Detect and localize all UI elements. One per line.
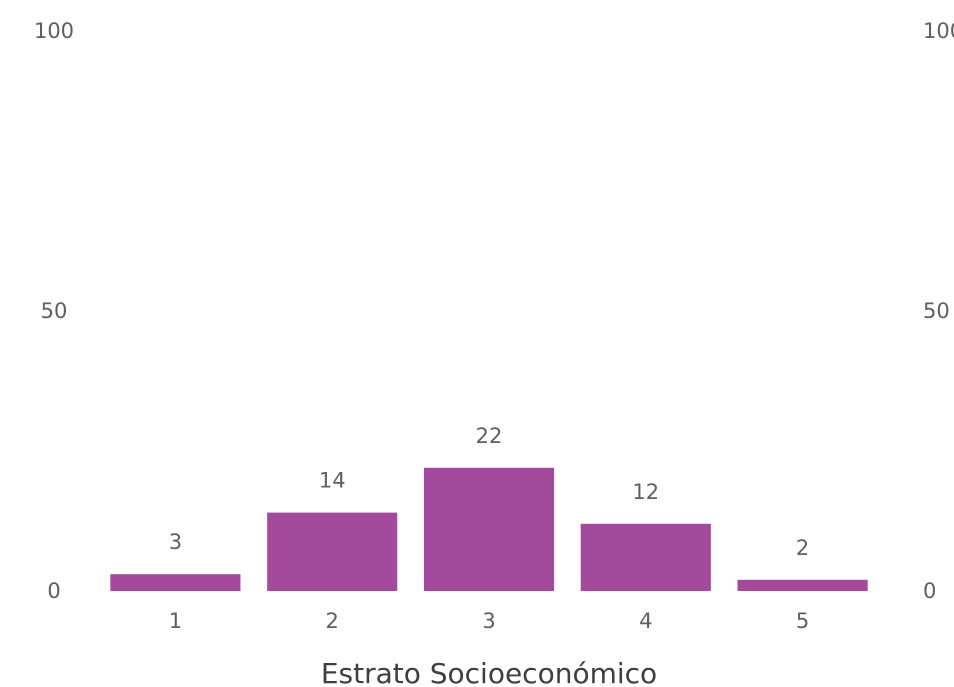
data-label-2: 14 (319, 469, 346, 493)
data-labels-group: 3 14 22 12 2 (169, 424, 810, 560)
bar-1[interactable] (110, 574, 241, 591)
y-tick-label-left: 100 (34, 19, 74, 43)
data-label-5: 2 (796, 536, 809, 560)
bar-2[interactable] (267, 512, 398, 591)
y-tick-label-left: 0 (47, 579, 60, 603)
data-label-4: 12 (632, 480, 659, 504)
y-tick-label-right: 100 (923, 19, 954, 43)
y-tick-label-left: 50 (41, 299, 68, 323)
x-axis-title: Estrato Socioeconómico (321, 657, 657, 687)
x-tick-label-5: 5 (796, 609, 809, 633)
data-label-1: 3 (169, 530, 182, 554)
x-tick-label-3: 3 (482, 609, 495, 633)
data-label-3: 22 (476, 424, 503, 448)
y-tick-label-right: 50 (923, 299, 950, 323)
x-tick-label-2: 2 (326, 609, 339, 633)
bar-3[interactable] (423, 467, 555, 591)
x-axis-ticks: 1 2 3 4 5 (169, 609, 810, 633)
bar-4[interactable] (580, 523, 711, 591)
y-axis-left: 0 50 100 (34, 19, 74, 603)
x-tick-label-1: 1 (169, 609, 182, 633)
y-axis-right: 0 50 100 (923, 19, 954, 603)
y-tick-label-right: 0 (923, 579, 936, 603)
bar-5[interactable] (737, 579, 868, 591)
x-tick-label-4: 4 (639, 609, 652, 633)
bars-group (110, 467, 868, 591)
